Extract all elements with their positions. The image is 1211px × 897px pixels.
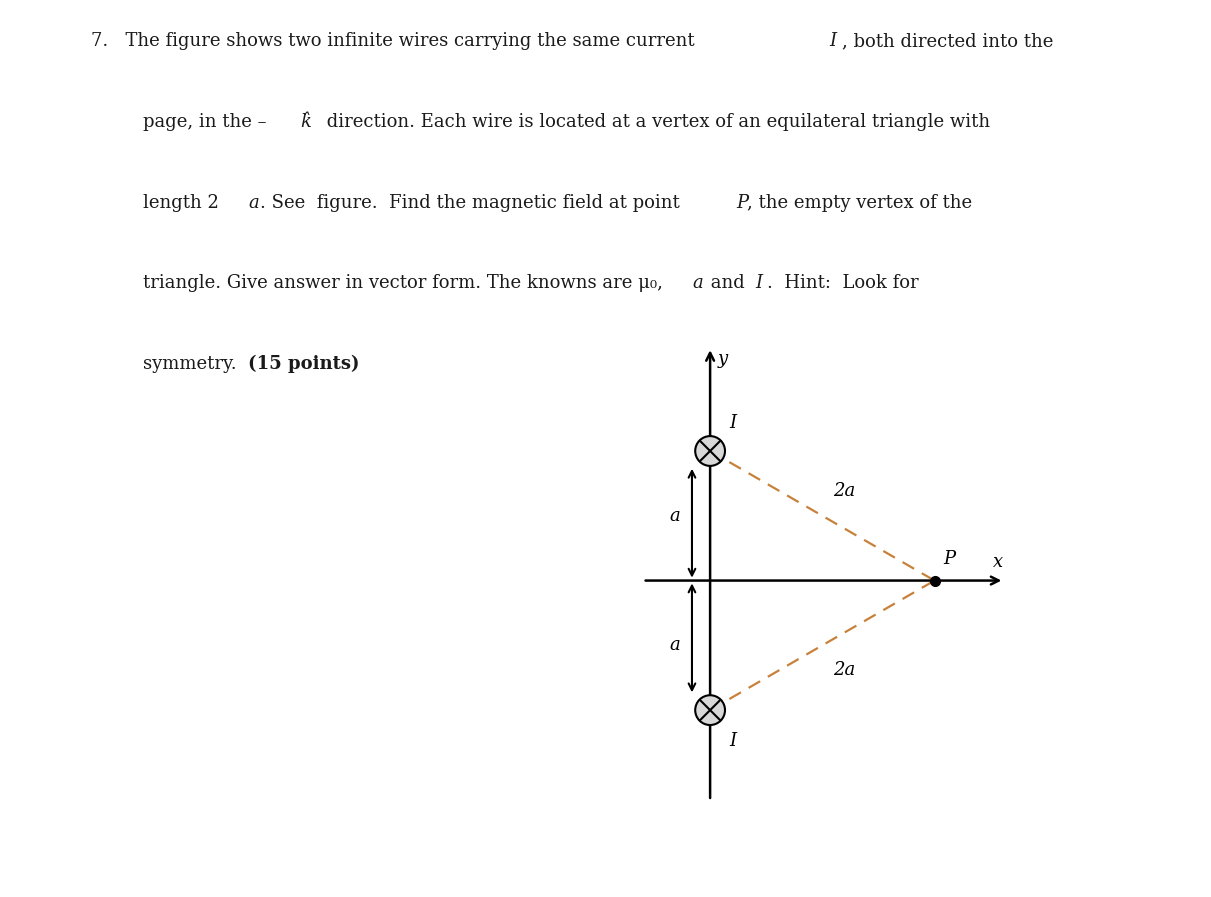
Text: I: I — [756, 274, 763, 292]
Text: x: x — [993, 553, 1003, 571]
Text: a: a — [670, 507, 681, 525]
Text: (15 points): (15 points) — [248, 355, 360, 373]
Text: symmetry.: symmetry. — [143, 355, 242, 373]
Text: triangle. Give answer in vector form. The knowns are μ₀,: triangle. Give answer in vector form. Th… — [143, 274, 668, 292]
Text: 2a: 2a — [833, 661, 855, 679]
Text: y: y — [718, 350, 728, 368]
Text: P: P — [943, 550, 955, 568]
Circle shape — [695, 436, 725, 466]
Circle shape — [695, 695, 725, 725]
Text: .  Hint:  Look for: . Hint: Look for — [767, 274, 918, 292]
Text: I: I — [830, 32, 837, 50]
Text: P: P — [736, 194, 748, 212]
Text: . See  figure.  Find the magnetic field at point: . See figure. Find the magnetic field at… — [260, 194, 685, 212]
Text: I: I — [729, 732, 736, 750]
Text: a: a — [670, 636, 681, 654]
Text: 7.   The figure shows two infinite wires carrying the same current: 7. The figure shows two infinite wires c… — [91, 32, 700, 50]
Text: a: a — [248, 194, 259, 212]
Text: k̂: k̂ — [300, 113, 311, 131]
Text: , the empty vertex of the: , the empty vertex of the — [747, 194, 972, 212]
Text: page, in the –: page, in the – — [143, 113, 266, 131]
Text: , both directed into the: , both directed into the — [842, 32, 1054, 50]
Text: I: I — [729, 414, 736, 431]
Text: and: and — [705, 274, 751, 292]
Text: 2a: 2a — [833, 483, 855, 501]
Text: a: a — [693, 274, 704, 292]
Text: direction. Each wire is located at a vertex of an equilateral triangle with: direction. Each wire is located at a ver… — [321, 113, 991, 131]
Text: length 2: length 2 — [143, 194, 219, 212]
